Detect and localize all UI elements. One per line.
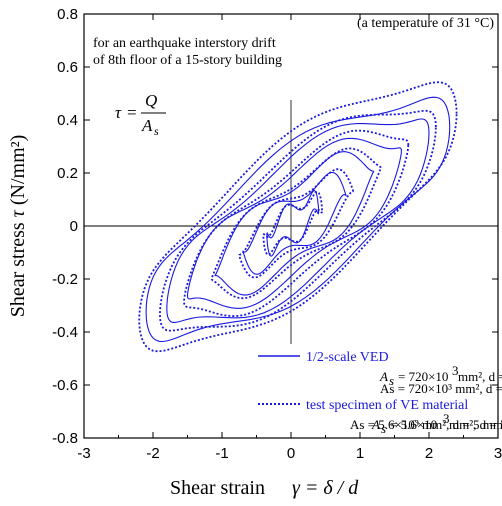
y-tick-label: -0.4 bbox=[52, 324, 78, 341]
x-axis-label: Shear strain bbox=[170, 477, 265, 499]
y-tick-label: 0.2 bbox=[57, 165, 78, 182]
legend-sublabel-part: s bbox=[389, 373, 394, 388]
legend: 1/2-scale VED As = 720×10³ mm², d = 10 m… bbox=[258, 350, 502, 436]
x-tick-label: 3 bbox=[494, 445, 502, 462]
legend-sublabel-part: A bbox=[371, 417, 380, 432]
y-tick-label: 0.6 bbox=[57, 59, 78, 76]
temperature-note: (a temperature of 31 °C) bbox=[357, 16, 494, 31]
formula-lhs: τ bbox=[115, 103, 122, 122]
y-axis-label: Shear stress τ (N/mm²) bbox=[7, 135, 29, 318]
formula-denominator-sub: s bbox=[154, 124, 159, 138]
x-tick-label: 2 bbox=[425, 445, 433, 462]
hysteresis-loop bbox=[238, 168, 354, 279]
legend-dotted-sublabel: As = 5.6×10³ mm², d = 5 mm bbox=[350, 417, 502, 432]
series-solid-ved bbox=[145, 96, 451, 343]
legend-sublabel-part: = 720×10 bbox=[398, 369, 448, 384]
legend-solid-label: 1/2-scale VED bbox=[306, 350, 389, 365]
hysteresis-loop bbox=[166, 118, 430, 323]
legend-solid-sublabel-d: As = 720×10³ mm², d = 10 mm bbox=[380, 381, 502, 396]
legend-sublabel-part: = 5.6×10 bbox=[390, 417, 437, 432]
hysteresis-curves bbox=[138, 81, 458, 353]
y-tick-label: 0 bbox=[70, 218, 78, 235]
x-tick-label: -2 bbox=[146, 445, 159, 462]
x-tick-label: 1 bbox=[356, 445, 364, 462]
y-tick-label: 0.4 bbox=[57, 112, 78, 129]
legend-sublabel-part: mm², d = 10 mm bbox=[458, 369, 502, 384]
series-dotted-specimen bbox=[138, 81, 458, 353]
x-tick-label: -3 bbox=[77, 445, 90, 462]
y-tick-label: 0.8 bbox=[57, 6, 78, 23]
hysteresis-loop bbox=[214, 151, 375, 296]
formula-numerator: Q bbox=[145, 91, 157, 110]
hysteresis-loop bbox=[158, 109, 437, 332]
legend-sublabel-part: 3 bbox=[452, 363, 459, 378]
hysteresis-loop bbox=[183, 129, 410, 318]
y-tick-label: -0.8 bbox=[52, 430, 78, 447]
hysteresis-loop bbox=[145, 96, 451, 343]
x-tick-label: 0 bbox=[287, 445, 295, 462]
hysteresis-loop bbox=[138, 81, 458, 353]
y-tick-label: -0.6 bbox=[52, 377, 78, 394]
annotation-line-1: for an earthquake interstory drift bbox=[93, 36, 276, 51]
x-tick-label: -1 bbox=[215, 445, 228, 462]
x-axis-formula: γ = δ / d bbox=[292, 477, 359, 499]
hysteresis-loop bbox=[242, 171, 347, 275]
legend-sublabel-part: mm², d = 5 mm bbox=[449, 417, 502, 432]
legend-dotted-label: test specimen of VE material bbox=[306, 398, 468, 413]
hysteresis-loop bbox=[262, 190, 323, 256]
hysteresis-loop bbox=[266, 190, 320, 257]
legend-sublabel-part: s bbox=[381, 421, 386, 436]
formula-eq: = bbox=[127, 103, 137, 122]
svg-text:Shear stress τ (N/: Shear stress τ (N/mm²) bbox=[7, 135, 29, 318]
axis-ticks: -3 -2 -1 0 1 2 3 -0.8 -0.6 -0.4 -0.2 0 0.2 0.4 0.6 0.8 bbox=[52, 6, 502, 462]
hysteresis-loop bbox=[210, 147, 382, 300]
legend-sublabel-part: A bbox=[379, 369, 388, 384]
formula-denominator: A bbox=[141, 116, 153, 135]
annotation-line-2: of 8th floor of a 15-story building bbox=[93, 53, 282, 68]
y-tick-label: -0.2 bbox=[52, 271, 78, 288]
formula: τ = Q A s bbox=[115, 91, 166, 138]
hysteresis-loop bbox=[186, 137, 402, 309]
legend-sublabel-part: 3 bbox=[443, 411, 450, 426]
